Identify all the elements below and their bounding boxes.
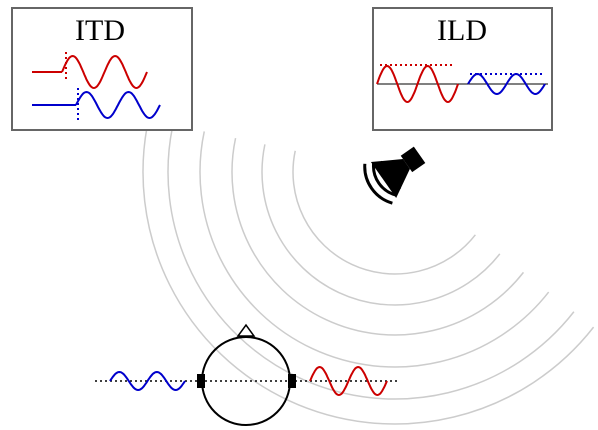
- sine-wave: [61, 54, 148, 90]
- speaker: [363, 146, 426, 205]
- itd-title: ITD: [75, 14, 125, 47]
- wavefront: [261, 144, 501, 306]
- wavefront: [231, 137, 525, 336]
- nose: [236, 323, 256, 337]
- sine-wave: [309, 365, 388, 397]
- wavefront: [199, 131, 550, 368]
- speaker-waves: [363, 160, 402, 205]
- ild-title: ILD: [437, 14, 487, 47]
- wavefront: [292, 150, 476, 275]
- speaker-box: [400, 146, 426, 173]
- sine-wave: [376, 64, 459, 104]
- sine-wave: [109, 370, 186, 392]
- signals: [61, 54, 546, 397]
- wavefront: [142, 119, 595, 425]
- left-ear: [197, 374, 205, 388]
- sine-wave: [467, 72, 546, 96]
- ild-box: [372, 7, 553, 131]
- itd-box: [11, 7, 193, 131]
- wavefront: [167, 124, 575, 400]
- right-ear: [288, 374, 296, 388]
- sound-waves: [142, 119, 595, 425]
- sine-wave: [75, 90, 161, 120]
